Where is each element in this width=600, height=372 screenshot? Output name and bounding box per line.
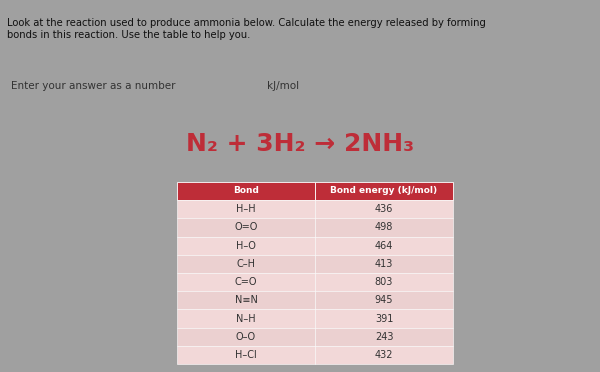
Text: O–O: O–O: [236, 332, 256, 342]
FancyBboxPatch shape: [315, 182, 453, 200]
Text: 945: 945: [375, 295, 393, 305]
Text: 803: 803: [375, 277, 393, 287]
FancyBboxPatch shape: [315, 200, 453, 218]
FancyBboxPatch shape: [315, 291, 453, 310]
Text: Enter your answer as a number: Enter your answer as a number: [11, 81, 176, 91]
FancyBboxPatch shape: [177, 328, 315, 346]
Text: Bond energy (kJ/mol): Bond energy (kJ/mol): [331, 186, 437, 195]
FancyBboxPatch shape: [315, 255, 453, 273]
Text: 464: 464: [375, 241, 393, 251]
FancyBboxPatch shape: [177, 346, 315, 364]
Text: H–Cl: H–Cl: [235, 350, 257, 360]
FancyBboxPatch shape: [177, 310, 315, 328]
Text: O=O: O=O: [235, 222, 257, 232]
Text: 413: 413: [375, 259, 393, 269]
Text: C–H: C–H: [236, 259, 256, 269]
FancyBboxPatch shape: [315, 237, 453, 255]
FancyBboxPatch shape: [315, 310, 453, 328]
Text: N≡N: N≡N: [235, 295, 257, 305]
FancyBboxPatch shape: [177, 200, 315, 218]
FancyBboxPatch shape: [177, 237, 315, 255]
Text: Bond: Bond: [233, 186, 259, 195]
FancyBboxPatch shape: [315, 218, 453, 237]
Text: 498: 498: [375, 222, 393, 232]
Text: C=O: C=O: [235, 277, 257, 287]
Text: 436: 436: [375, 204, 393, 214]
Text: kJ/mol: kJ/mol: [266, 81, 299, 91]
FancyBboxPatch shape: [177, 291, 315, 310]
Text: 432: 432: [375, 350, 393, 360]
Text: N–H: N–H: [236, 314, 256, 324]
FancyBboxPatch shape: [315, 273, 453, 291]
FancyBboxPatch shape: [177, 273, 315, 291]
Text: Look at the reaction used to produce ammonia below. Calculate the energy release: Look at the reaction used to produce amm…: [7, 19, 486, 40]
Text: N₂ + 3H₂ → 2NH₃: N₂ + 3H₂ → 2NH₃: [186, 132, 414, 155]
Text: H–H: H–H: [236, 204, 256, 214]
FancyBboxPatch shape: [315, 346, 453, 364]
Text: 391: 391: [375, 314, 393, 324]
FancyBboxPatch shape: [315, 328, 453, 346]
FancyBboxPatch shape: [177, 255, 315, 273]
FancyBboxPatch shape: [177, 218, 315, 237]
Text: 243: 243: [375, 332, 393, 342]
FancyBboxPatch shape: [177, 182, 315, 200]
Text: H–O: H–O: [236, 241, 256, 251]
